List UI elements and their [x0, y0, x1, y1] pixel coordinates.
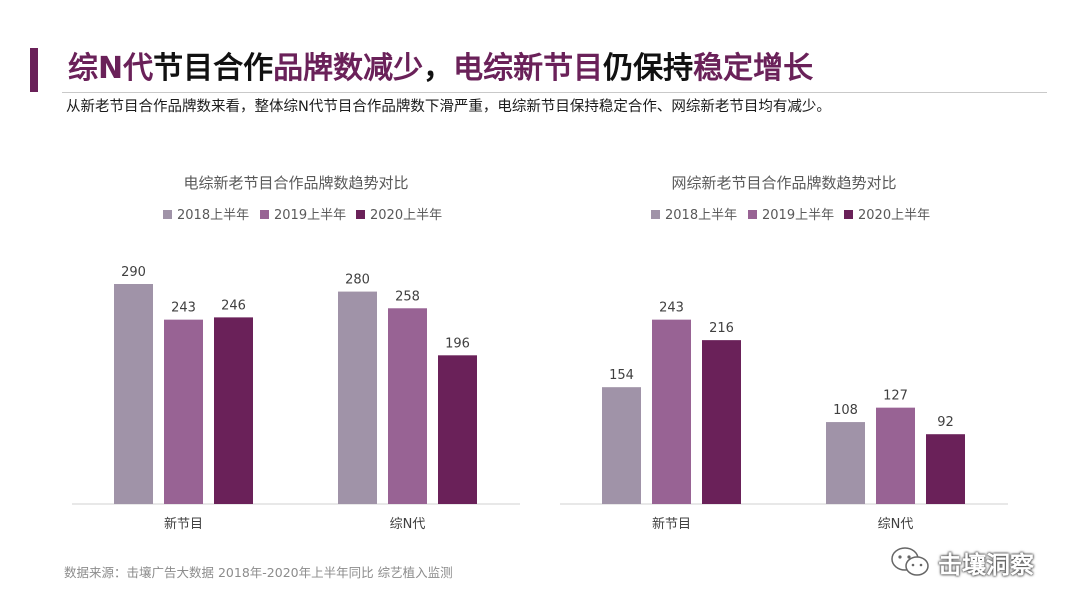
charts-area: 电综新老节目合作品牌数趋势对比 2018上半年 2019上半年 2020上半年 290 2…: [72, 174, 1008, 532]
legend-label: 2018上半年: [177, 208, 249, 223]
data-source-note: 数据来源：击壤广告大数据 2018年-2020年上半年同比 综艺植入监测: [64, 565, 453, 580]
bar: [926, 434, 965, 504]
bar: [876, 407, 915, 504]
legend-swatch: [651, 210, 660, 219]
category-label: 新节目: [652, 516, 691, 532]
legend-label: 2019上半年: [762, 208, 834, 223]
category-label: 综N代: [878, 517, 914, 532]
data-label: 154: [609, 368, 634, 383]
data-label: 243: [171, 301, 196, 316]
bar: [702, 340, 741, 504]
title-accent-bar: [30, 48, 38, 92]
data-label: 290: [121, 265, 146, 280]
legend-swatch: [163, 210, 172, 219]
bar: [214, 317, 253, 504]
wechat-icon: [891, 547, 929, 576]
chart-title: 网综新老节目合作品牌数趋势对比: [671, 174, 896, 192]
title-divider: [62, 92, 1047, 93]
bar: [388, 308, 427, 504]
page-title: 综N代节目合作品牌数减少，电综新节目仍保持稳定增长: [68, 47, 813, 91]
category-label: 新节目: [164, 516, 203, 532]
data-label: 92: [937, 415, 954, 430]
title-segment: 节目合作: [153, 51, 274, 86]
title-segment: 稳定增长: [693, 51, 814, 86]
bar: [164, 319, 203, 504]
legend-swatch: [748, 210, 757, 219]
data-label: 108: [833, 403, 858, 418]
title-segment: 综N代: [68, 51, 154, 86]
title-segment: ，: [423, 51, 454, 86]
data-label: 196: [445, 336, 470, 351]
bar: [114, 284, 153, 504]
title-segment: 仍保持: [603, 51, 694, 86]
bar: [602, 387, 641, 504]
data-label: 258: [395, 289, 420, 304]
title-segment: 品牌数减少: [273, 51, 424, 86]
bar: [652, 319, 691, 504]
legend-label: 2018上半年: [665, 208, 737, 223]
title-segment: 电综新节目: [453, 51, 604, 86]
legend-label: 2020上半年: [370, 208, 442, 223]
category-label: 综N代: [390, 517, 426, 532]
data-label: 280: [345, 273, 370, 288]
data-label: 216: [709, 321, 734, 336]
bar: [338, 291, 377, 504]
bar: [438, 355, 477, 504]
legend-swatch: [844, 210, 853, 219]
bar: [826, 422, 865, 504]
legend-label: 2019上半年: [274, 208, 346, 223]
data-label: 127: [883, 389, 908, 404]
data-label: 246: [221, 298, 246, 313]
page-subtitle: 从新老节目合作品牌数来看，整体综N代节目合作品牌数下滑严重，电综新节目保持稳定合…: [66, 99, 831, 115]
brand-name: 击壤洞察: [938, 550, 1034, 579]
chart-title: 电综新老节目合作品牌数趋势对比: [183, 174, 408, 192]
data-label: 243: [659, 301, 684, 316]
legend-label: 2020上半年: [858, 208, 930, 223]
legend-swatch: [356, 210, 365, 219]
brand-watermark: 击壤洞察: [890, 540, 1034, 584]
legend-swatch: [260, 210, 269, 219]
